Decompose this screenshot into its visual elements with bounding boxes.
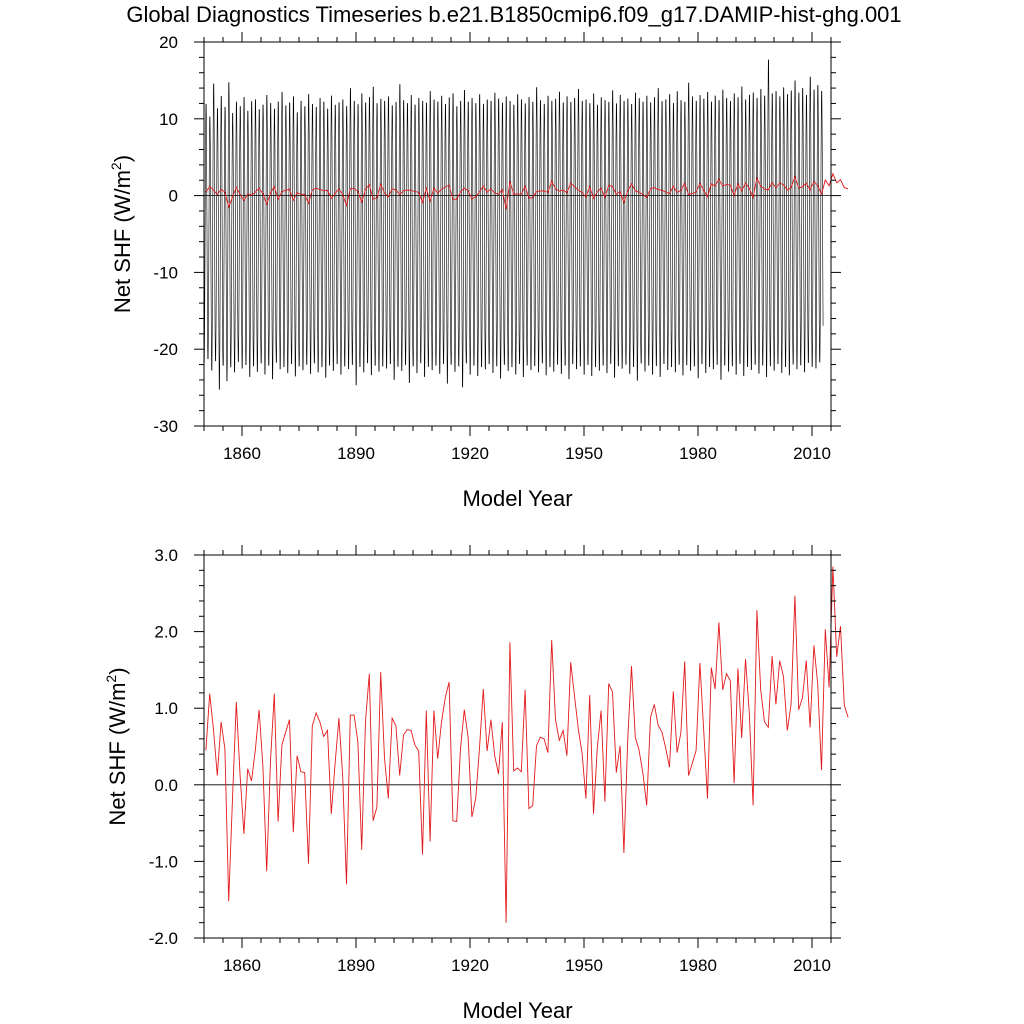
top-y-tick-label: -10 — [153, 263, 178, 282]
top-panel: 1860 1890 1920 1950 1980 201020100-10-20-30Mo… — [108, 32, 849, 511]
bottom-x-tick-label: 2010 — [793, 956, 831, 975]
top-y-axis-label: Net SHF (W/m2) — [108, 155, 135, 313]
top-plot-frame — [203, 41, 832, 427]
bottom-y-tick-label: 2.0 — [154, 623, 178, 642]
bottom-y-tick-label: 1.0 — [154, 699, 178, 718]
chart-title: Global Diagnostics Timeseries b.e21.B185… — [126, 2, 901, 27]
top-x-tick-label: 2010 — [793, 444, 831, 463]
bottom-y-tick-label: -2.0 — [149, 929, 178, 948]
bottom-x-tick-label: 1950 — [565, 956, 603, 975]
top-x-tick-label: 1860 — [223, 444, 261, 463]
bottom-y-tick-label: 0.0 — [154, 776, 178, 795]
bottom-x-tick-label: 1860 — [223, 956, 261, 975]
top-annual-series-line — [205, 172, 849, 210]
top-x-tick-label: 1980 — [679, 444, 717, 463]
bottom-plot-frame — [203, 554, 832, 939]
bottom-x-tick-label: 1890 — [337, 956, 375, 975]
top-y-tick-label: 10 — [159, 110, 178, 129]
top-x-axis-label: Model Year — [462, 486, 572, 511]
top-x-tick-label: 1950 — [565, 444, 603, 463]
bottom-x-axis-label: Model Year — [462, 998, 572, 1023]
top-y-tick-label: -30 — [153, 417, 178, 436]
bottom-y-tick-label: 3.0 — [154, 546, 178, 565]
top-x-tick-label: 1920 — [451, 444, 489, 463]
top-y-tick-label: -20 — [153, 340, 178, 359]
top-x-tick-label: 1890 — [337, 444, 375, 463]
bottom-annual-series-line — [205, 566, 849, 923]
bottom-y-tick-label: -1.0 — [149, 852, 178, 871]
top-monthly-series-line — [204, 59, 824, 390]
bottom-x-tick-label: 1920 — [451, 956, 489, 975]
bottom-panel: 1860 1890 1920 1950 1980 2010 3.0 2.0 1.0 0.0 -1.0… — [103, 545, 849, 1023]
bottom-x-tick-label: 1980 — [679, 956, 717, 975]
top-y-tick-label: 20 — [159, 33, 178, 52]
top-y-tick-label: 0 — [169, 187, 178, 206]
bottom-y-axis-label: Net SHF (W/m2) — [103, 667, 130, 825]
